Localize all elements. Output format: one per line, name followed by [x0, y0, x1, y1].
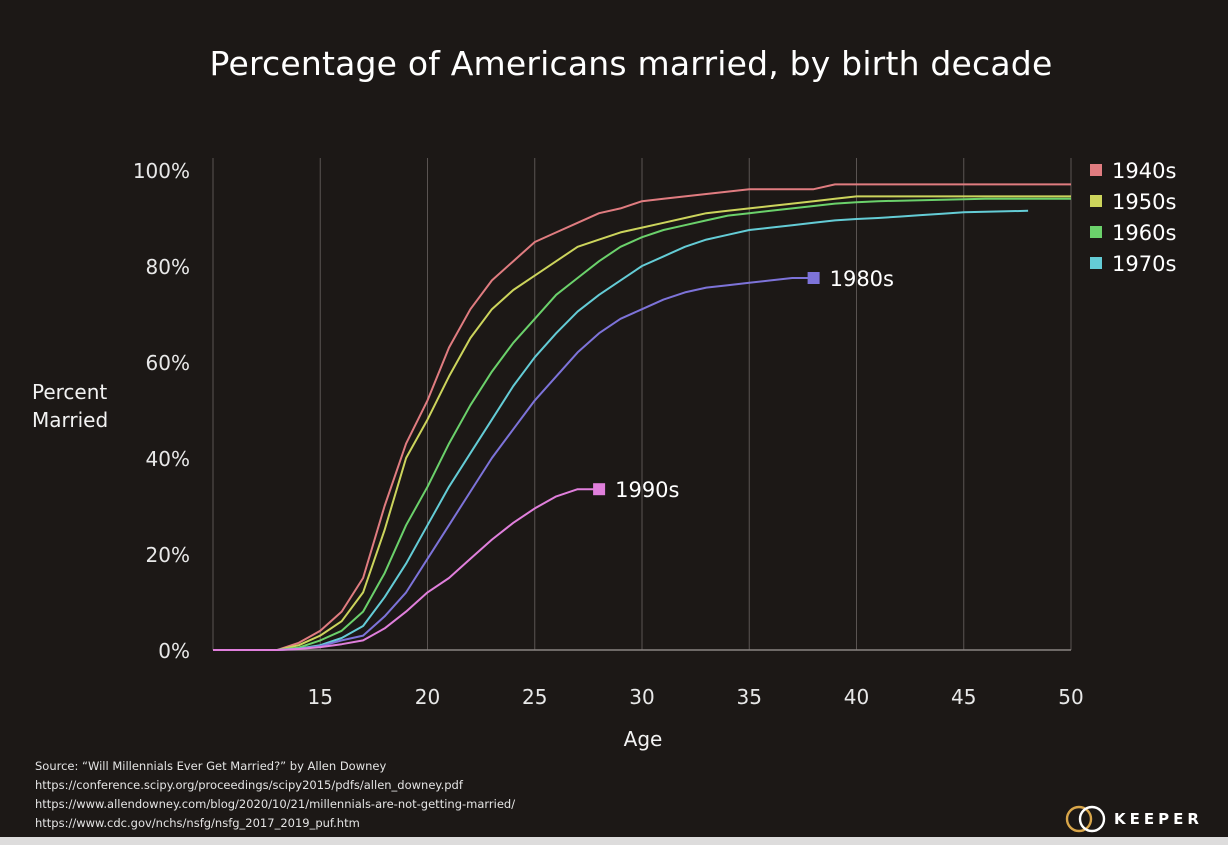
x-tick-label: 45	[951, 685, 976, 709]
y-axis-label: Percent Married	[32, 378, 142, 434]
series-line-1940s	[213, 183, 1071, 651]
end-marker-1980s	[807, 272, 820, 284]
end-label-1980s: 1980s	[830, 267, 894, 291]
x-tick-label: 35	[737, 685, 762, 709]
legend-label-1970s: 1970s	[1112, 252, 1176, 276]
source-notes: Source: “Will Millennials Ever Get Marri…	[35, 757, 515, 833]
y-tick-label: 40%	[146, 447, 190, 471]
y-tick-label: 20%	[146, 543, 190, 567]
y-axis-label-line-1: Percent	[32, 380, 108, 404]
series-line-1960s	[213, 197, 1071, 651]
series-line-1980s	[213, 277, 814, 651]
x-tick-label: 15	[308, 685, 333, 709]
legend-label-1940s: 1940s	[1112, 159, 1176, 183]
y-tick-label: 80%	[146, 255, 190, 279]
bottom-strip	[0, 837, 1228, 845]
series-line-1950s	[213, 195, 1071, 651]
legend-swatch-1940s	[1090, 164, 1102, 176]
keeper-logo: KEEPER	[1064, 801, 1203, 837]
y-tick-label: 0%	[158, 639, 190, 663]
source-line-2: https://conference.scipy.org/proceedings…	[35, 778, 463, 792]
y-axis-label-line-2: Married	[32, 408, 109, 432]
rings-logo-icon	[1065, 805, 1106, 833]
y-tick-label: 100%	[133, 159, 190, 183]
legend-swatch-1970s	[1090, 257, 1102, 269]
series-line-1970s	[213, 209, 1029, 651]
legend-label-1950s: 1950s	[1112, 190, 1176, 214]
source-line-1: Source: “Will Millennials Ever Get Marri…	[35, 759, 387, 773]
end-marker-1990s	[593, 483, 606, 496]
end-label-1990s: 1990s	[615, 478, 679, 502]
x-tick-label: 40	[844, 685, 869, 709]
x-axis-label: Age	[623, 727, 663, 751]
source-line-4: https://www.cdc.gov/nchs/nsfg/nsfg_2017_…	[35, 816, 360, 830]
x-tick-label: 50	[1058, 685, 1083, 709]
source-line-3: https://www.allendowney.com/blog/2020/10…	[35, 797, 516, 811]
legend-swatch-1960s	[1090, 226, 1102, 238]
legend-swatch-1950s	[1090, 195, 1102, 207]
x-tick-label: 25	[522, 685, 547, 709]
x-tick-label: 20	[415, 685, 440, 709]
x-tick-label: 30	[629, 685, 654, 709]
series-line-1990s	[213, 488, 600, 651]
legend-label-1960s: 1960s	[1112, 221, 1176, 245]
logo-text: KEEPER	[1114, 810, 1203, 828]
y-tick-label: 60%	[146, 351, 190, 375]
chart-title: Percentage of Americans married, by birt…	[209, 44, 1053, 83]
